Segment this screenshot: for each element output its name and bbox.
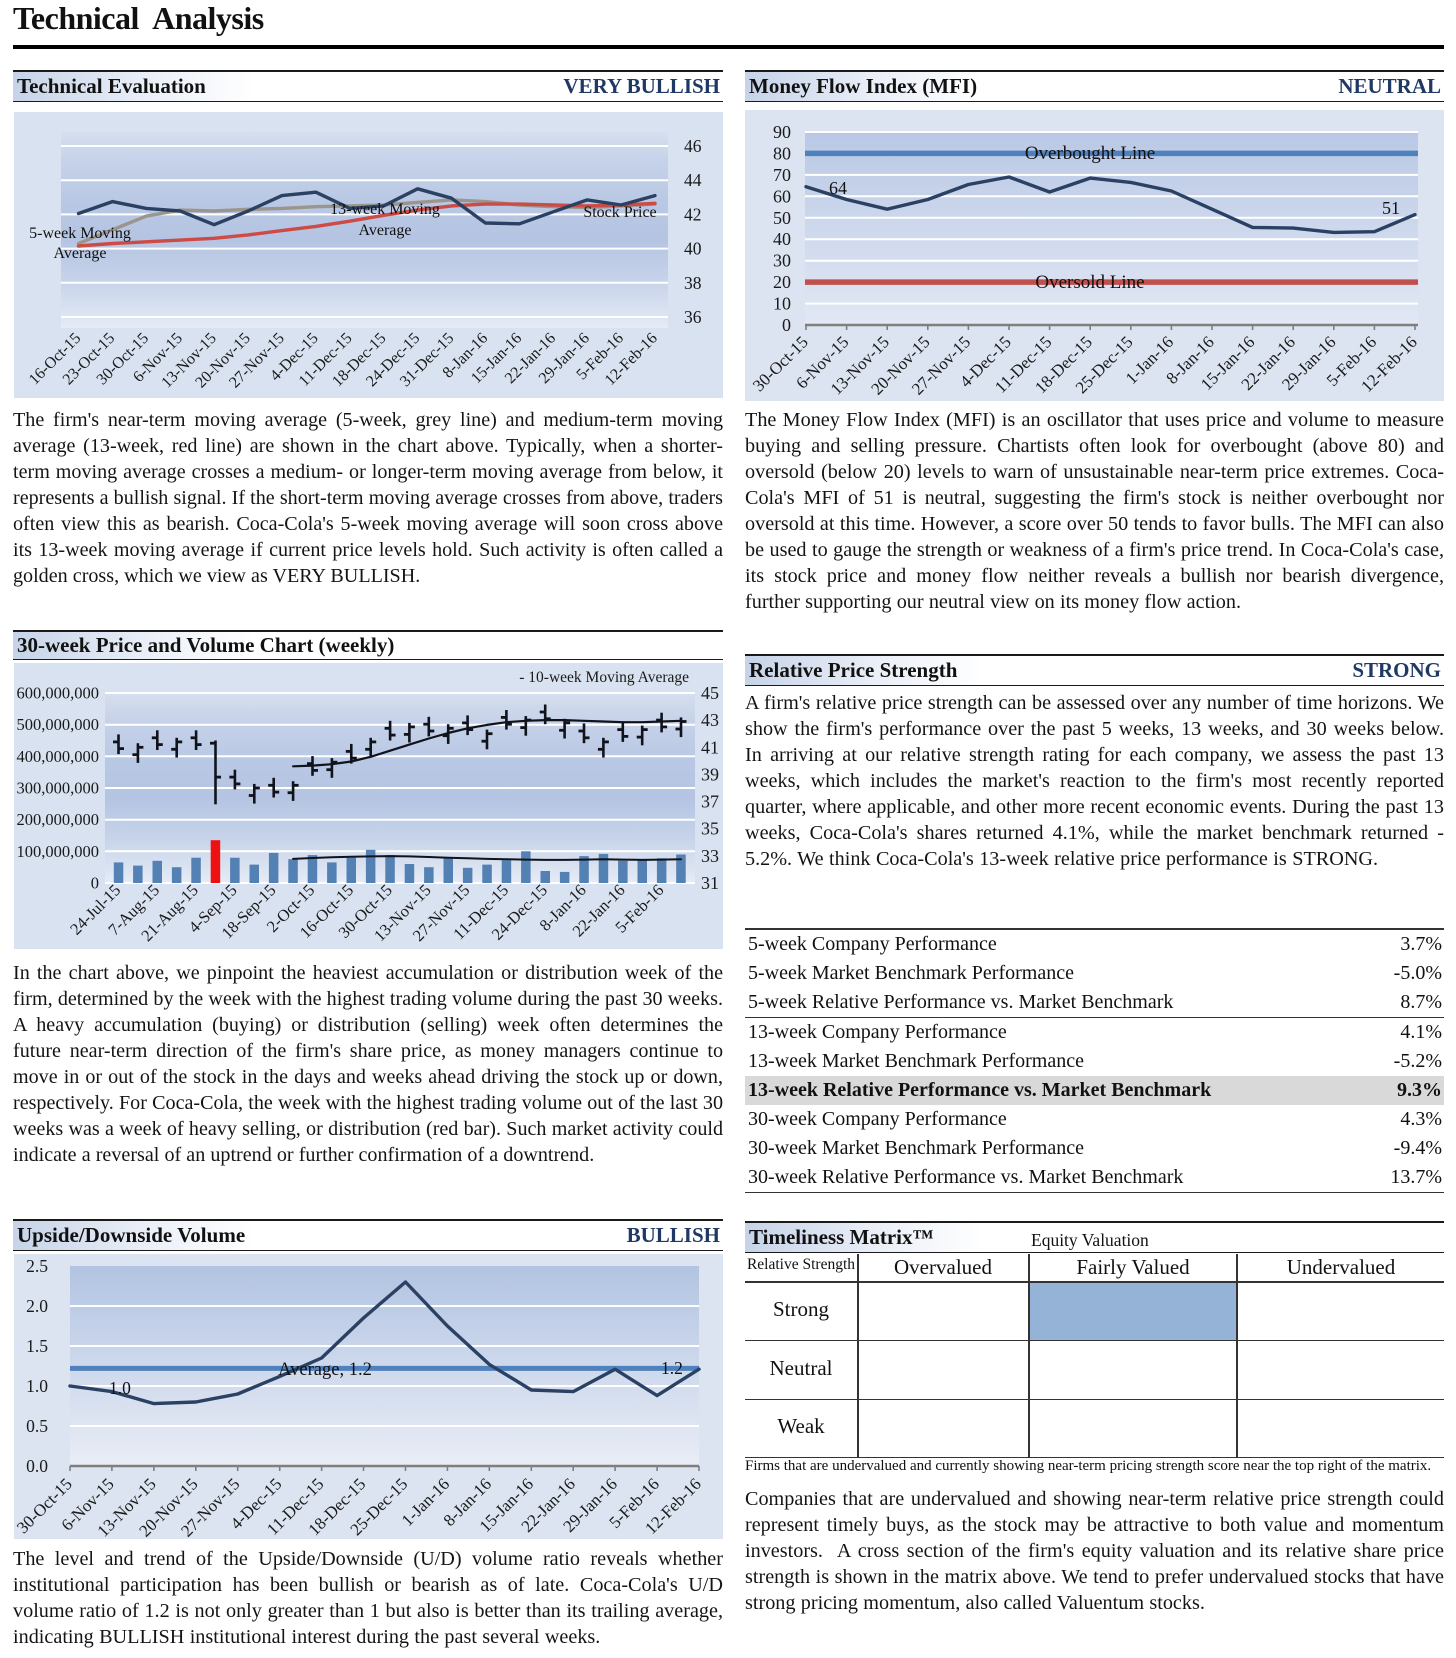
svg-text:0: 0 bbox=[91, 874, 99, 893]
svg-text:Stock Price: Stock Price bbox=[583, 204, 656, 221]
svg-text:0: 0 bbox=[782, 315, 791, 335]
svg-text:33: 33 bbox=[701, 846, 719, 866]
svg-text:40: 40 bbox=[773, 229, 791, 249]
svg-text:300,000,000: 300,000,000 bbox=[17, 779, 100, 798]
svg-text:1.0: 1.0 bbox=[109, 1378, 131, 1398]
svg-text:13-week Moving: 13-week Moving bbox=[330, 201, 440, 218]
svg-text:44: 44 bbox=[684, 170, 702, 190]
svg-text:Average, 1.2: Average, 1.2 bbox=[278, 1360, 372, 1380]
svg-text:0.0: 0.0 bbox=[26, 1456, 48, 1476]
svg-text:39: 39 bbox=[701, 764, 719, 784]
svg-text:5-week Moving: 5-week Moving bbox=[29, 225, 131, 242]
svg-text:31: 31 bbox=[701, 873, 719, 893]
svg-text:42: 42 bbox=[684, 204, 702, 224]
svg-text:Average: Average bbox=[54, 245, 107, 262]
svg-text:35: 35 bbox=[701, 819, 719, 839]
svg-text:80: 80 bbox=[773, 143, 791, 163]
svg-text:30: 30 bbox=[773, 251, 791, 271]
svg-text:Oversold Line: Oversold Line bbox=[1035, 272, 1144, 293]
svg-text:Average: Average bbox=[359, 222, 412, 239]
svg-text:200,000,000: 200,000,000 bbox=[17, 810, 100, 829]
svg-text:10: 10 bbox=[773, 294, 791, 314]
svg-text:46: 46 bbox=[684, 136, 702, 156]
svg-text:90: 90 bbox=[773, 122, 791, 142]
svg-text:43: 43 bbox=[701, 710, 719, 730]
svg-text:20: 20 bbox=[773, 272, 791, 292]
svg-text:45: 45 bbox=[701, 683, 719, 703]
svg-text:51: 51 bbox=[1382, 198, 1400, 218]
svg-text:600,000,000: 600,000,000 bbox=[17, 684, 100, 703]
svg-text:- 10-week Moving Average: - 10-week Moving Average bbox=[519, 669, 689, 686]
svg-text:Overbought Line: Overbought Line bbox=[1025, 143, 1155, 164]
svg-text:500,000,000: 500,000,000 bbox=[17, 715, 100, 734]
svg-text:40: 40 bbox=[684, 239, 702, 259]
svg-text:400,000,000: 400,000,000 bbox=[17, 747, 100, 766]
svg-text:1.2: 1.2 bbox=[661, 1358, 683, 1378]
svg-text:60: 60 bbox=[773, 186, 791, 206]
svg-text:64: 64 bbox=[829, 178, 847, 198]
svg-text:100,000,000: 100,000,000 bbox=[17, 842, 100, 861]
svg-text:1.5: 1.5 bbox=[26, 1336, 48, 1356]
svg-text:0.5: 0.5 bbox=[26, 1416, 48, 1436]
svg-text:38: 38 bbox=[684, 273, 702, 293]
svg-text:50: 50 bbox=[773, 208, 791, 228]
svg-text:36: 36 bbox=[684, 307, 702, 327]
svg-text:1.0: 1.0 bbox=[26, 1376, 48, 1396]
svg-text:41: 41 bbox=[701, 737, 719, 757]
svg-text:2.0: 2.0 bbox=[26, 1296, 48, 1316]
svg-text:37: 37 bbox=[701, 792, 719, 812]
svg-text:70: 70 bbox=[773, 165, 791, 185]
svg-text:2.5: 2.5 bbox=[26, 1256, 48, 1276]
